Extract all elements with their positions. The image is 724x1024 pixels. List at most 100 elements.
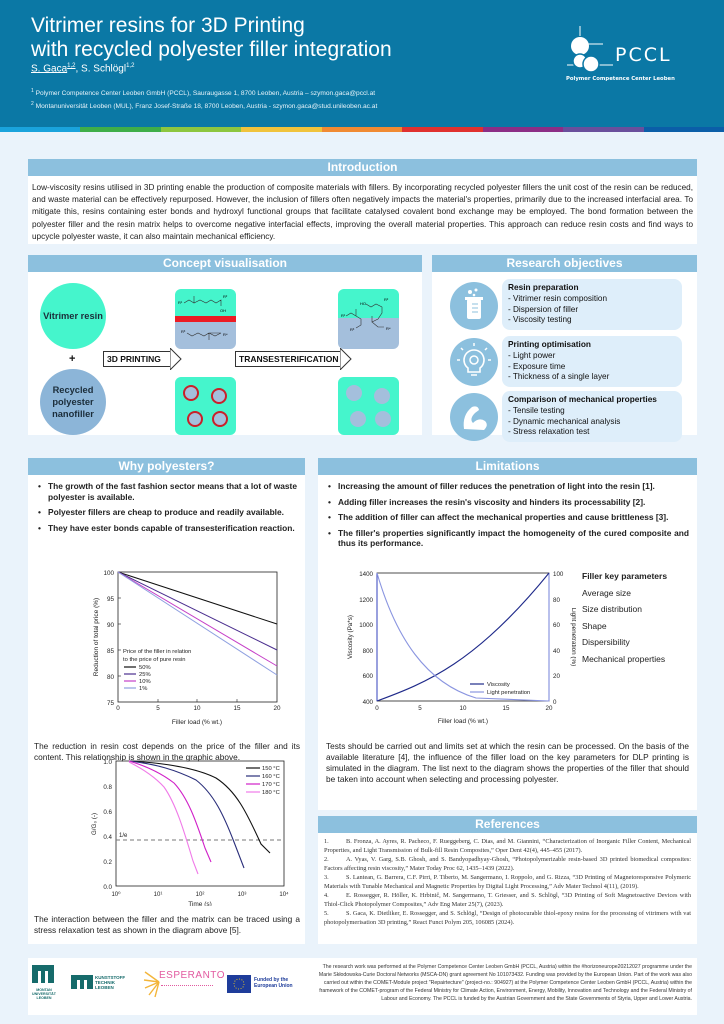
stripe-segment	[0, 127, 81, 132]
svg-text:to the price of pure resin: to the price of pure resin	[123, 657, 186, 663]
parameter-item: Shape	[582, 620, 607, 631]
svg-text:OH: OH	[220, 308, 226, 313]
svg-text:800: 800	[363, 648, 374, 655]
svg-text:170 °C: 170 °C	[262, 782, 280, 788]
limitations-text: Tests should be carried out and limits s…	[326, 741, 689, 784]
footer: MONTAN UNIVERSITÄT LEOBEN KUNSTSTOFF TEC…	[28, 958, 697, 1015]
svg-text:0.0: 0.0	[103, 884, 112, 891]
exchanged-ester-structure-icon: R¹ R³ HO R² R⁴	[338, 289, 399, 349]
3d-printing-arrow: 3D PRINTING	[103, 348, 182, 370]
montan-m-icon	[32, 965, 54, 983]
stripe-segment	[321, 127, 403, 132]
reference-item: 2. A. Vyas, V. Garg, S.B. Ghosh, and S. B…	[324, 856, 691, 872]
parameter-item: Mechanical properties	[582, 653, 666, 664]
references-list: 1. B. Fronza, A. Ayres, R. Pacheco, F. Ru…	[318, 833, 697, 931]
flexed-arm-icon	[450, 393, 498, 441]
svg-text:10²: 10²	[196, 892, 205, 898]
svg-text:10: 10	[460, 705, 467, 712]
svg-text:10¹: 10¹	[154, 892, 163, 898]
svg-text:Filler load (% wt.): Filler load (% wt.)	[438, 718, 488, 725]
objectives-section: Research objectives Resin preparation - …	[432, 255, 697, 442]
stripe-segment	[160, 127, 242, 132]
svg-text:R¹: R¹	[341, 313, 346, 318]
svg-text:R³: R³	[181, 329, 186, 334]
svg-text:G/G₀ (-): G/G₀ (-)	[91, 813, 98, 835]
parameter-item: Dispersibility	[582, 637, 630, 647]
svg-text:1%: 1%	[139, 686, 147, 692]
bullet-item: Adding filler increases the resin's visc…	[328, 497, 689, 508]
reference-item: 1. B. Fronza, A. Ayres, R. Pacheco, F. Ru…	[324, 838, 691, 854]
svg-text:10⁴: 10⁴	[279, 891, 289, 898]
section-heading: References	[318, 816, 697, 833]
svg-text:50%: 50%	[139, 665, 151, 671]
poster-header: Vitrimer resins for 3D Printing with rec…	[0, 0, 724, 127]
svg-text:85: 85	[107, 648, 115, 655]
stripe-segment	[80, 127, 161, 132]
svg-text:Light penetration (%): Light penetration (%)	[570, 608, 576, 666]
svg-text:10: 10	[193, 705, 201, 712]
svg-text:10%: 10%	[139, 679, 151, 685]
svg-text:600: 600	[363, 673, 374, 680]
svg-text:0.6: 0.6	[103, 809, 112, 816]
why-polyesters-section: Why polyesters? The growth of the fast f…	[28, 458, 305, 944]
svg-text:20: 20	[553, 673, 560, 680]
stress-relaxation-chart: 1.0 0.8 0.6 0.4 0.2 0.0 10⁰ 10¹ 10² 10³ 10⁴ Time…	[91, 759, 289, 906]
stripe-segment	[563, 127, 644, 132]
eu-logo: Funded by the European Union	[227, 975, 307, 995]
svg-text:15: 15	[503, 705, 510, 712]
bullet-item: The filler's properties significantly im…	[328, 528, 689, 549]
stripe-segment	[241, 127, 322, 132]
svg-text:400: 400	[363, 699, 374, 706]
svg-text:1/e: 1/e	[119, 833, 128, 839]
color-stripe	[0, 127, 724, 132]
svg-text:R²: R²	[223, 294, 228, 299]
polyester-filler-circle: Recycled polyester nanofiller	[40, 369, 106, 435]
why-bullets: The growth of the fast fashion sector me…	[28, 475, 305, 533]
svg-text:Time (s): Time (s)	[188, 901, 212, 906]
vitrimer-resin-circle: Vitrimer resin	[40, 283, 106, 349]
authors: S. Gaca1,2, S. Schlögl1,2	[31, 63, 135, 75]
pccl-logo-icon	[567, 26, 613, 73]
svg-text:10⁰: 10⁰	[111, 891, 121, 898]
svg-text:R⁴: R⁴	[386, 326, 391, 331]
ester-structure-icon: R¹ R² OH R³ R⁴	[175, 289, 236, 349]
svg-text:0.2: 0.2	[103, 859, 112, 866]
reference-item: 3. S. Lantean, G. Barrera, C.F. Pirri, P.…	[324, 874, 691, 890]
introduction-section: Introduction Low-viscosity resins utilis…	[28, 159, 697, 244]
svg-text:0: 0	[116, 705, 120, 712]
svg-text:80: 80	[553, 597, 560, 604]
transesterified-interface-tile: R¹ R³ HO R² R⁴	[338, 289, 399, 349]
funding-statement: The research work was performed at the P…	[318, 964, 692, 1002]
svg-text:80: 80	[107, 674, 115, 681]
arrow-head-icon	[340, 348, 352, 370]
plus-sign: +	[69, 353, 76, 365]
objective-card: Printing optimisation - Light power - Ex…	[502, 336, 682, 387]
parameter-item: Size distribution	[582, 604, 643, 614]
svg-text:Viscosity: Viscosity	[487, 682, 510, 688]
svg-text:25%: 25%	[139, 672, 151, 678]
stress-relaxation-caption: The interaction between the filler and t…	[34, 914, 300, 935]
svg-text:90: 90	[107, 622, 115, 629]
bullet-item: They have ester bonds capable of transes…	[38, 523, 297, 534]
svg-text:15: 15	[233, 705, 241, 712]
esperanto-logo: ESPERANTO	[143, 964, 225, 1004]
sun-rays-icon	[143, 971, 160, 998]
section-heading: Limitations	[318, 458, 697, 475]
svg-text:R²: R²	[384, 297, 389, 302]
bullet-item: Polyester fillers are cheap to produce a…	[38, 507, 297, 518]
svg-text:100: 100	[553, 571, 564, 578]
printed-interface-tile: R¹ R² OH R³ R⁴	[175, 289, 236, 349]
printed-composite-tile	[175, 377, 236, 435]
montanuniversitat-logo: MONTAN UNIVERSITÄT LEOBEN	[32, 965, 56, 1000]
svg-text:0: 0	[553, 699, 557, 706]
svg-text:100: 100	[103, 570, 114, 577]
svg-text:60: 60	[553, 622, 560, 629]
eu-flag-icon	[227, 975, 251, 993]
section-heading: Concept visualisation	[28, 255, 422, 272]
svg-text:Reduction of total price (%): Reduction of total price (%)	[93, 598, 100, 676]
objective-card: Comparison of mechanical properties - Te…	[502, 391, 682, 442]
section-heading: Introduction	[28, 159, 697, 176]
poster-title: Vitrimer resins for 3D Printing with rec…	[31, 14, 392, 61]
svg-text:10³: 10³	[238, 892, 247, 898]
